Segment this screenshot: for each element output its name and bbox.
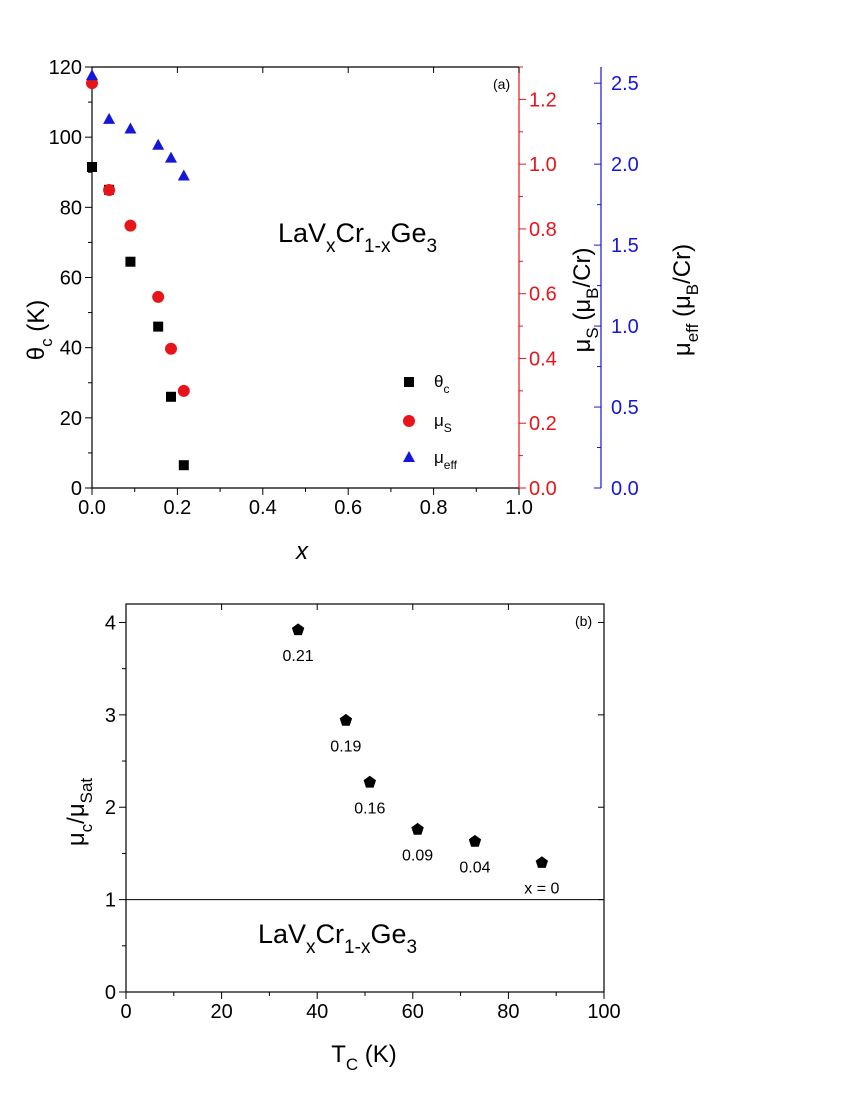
legend-label-mu-s: μS xyxy=(434,411,452,435)
panel-b-x-tick-label: 20 xyxy=(210,1001,232,1023)
data-point-pentagon xyxy=(363,775,376,788)
data-point-pentagon xyxy=(291,623,305,636)
panel-b-annotation: LaVxCr1-xGe3 xyxy=(258,919,417,958)
legend-label-mu-eff: μeff xyxy=(434,448,458,472)
data-label: x = 0 xyxy=(524,881,559,898)
panel-a-x-tick-label: 0.6 xyxy=(334,497,362,519)
data-point-mu-s xyxy=(152,290,165,303)
panel-b-y-tick-label: 3 xyxy=(105,705,116,727)
panel-a-x-tick-label: 0.8 xyxy=(420,497,448,519)
panel-a-x-tick-label: 1.0 xyxy=(505,497,533,519)
data-point-pentagon xyxy=(535,856,548,868)
panel-a-x-tick-label: 0.4 xyxy=(249,497,277,519)
panel-b-y-axis-label: μc/μSat xyxy=(63,778,96,847)
panel-a-left-tick-label: 60 xyxy=(60,268,82,290)
panel-a-legend: θc μS μeff xyxy=(403,372,458,472)
panel-a-left-tick-label: 100 xyxy=(49,127,82,149)
panel-a-right1-tick-label: 0.2 xyxy=(529,413,557,435)
panel-b-frame xyxy=(125,603,605,993)
data-point-theta-c xyxy=(87,161,97,172)
panel-b-y-tick-label: 0 xyxy=(105,982,116,1004)
legend-label-theta-c: θc xyxy=(434,372,449,396)
panel-a-annotation: LaVxCr1-xGe3 xyxy=(278,218,437,257)
panel-a-right1-tick-label: 0.6 xyxy=(529,284,557,306)
panel-a-right1-tick-label: 0.0 xyxy=(529,478,557,500)
panel-b-y-tick-label: 4 xyxy=(105,612,116,634)
legend-marker-mu-s xyxy=(403,415,415,427)
data-point-pentagon xyxy=(468,834,482,847)
panel-b-label: (b) xyxy=(575,613,592,629)
data-point-mu-s xyxy=(103,184,116,197)
data-point-mu-s xyxy=(164,342,177,355)
panel-a: 0.0 0.2 0.4 0.6 0.8 1.0 0 20 40 60 80 100 120 0.0 0.2 0… xyxy=(23,57,702,565)
panel-a-right1-tick-label: 1.2 xyxy=(529,89,557,111)
data-point-pentagon xyxy=(411,822,424,835)
panel-b-x-tick-label: 40 xyxy=(306,1001,328,1023)
panel-a-x-tick-label: 0.2 xyxy=(163,497,191,519)
data-point-mu-eff xyxy=(124,122,137,134)
data-point-mu-eff xyxy=(86,69,98,81)
panel-a-left-tick-label: 20 xyxy=(60,408,82,430)
data-label: 0.16 xyxy=(354,800,385,817)
panel-a-right1-tick-label: 0.8 xyxy=(529,219,557,241)
panel-a-x-axis-label: x xyxy=(295,538,309,565)
panel-a-left-axis-label: θc (K) xyxy=(23,300,56,361)
data-point-theta-c xyxy=(153,321,164,332)
panel-b: 0 20 40 60 80 100 0 1 2 3 4 0.21 0.19 0.16 0.09 0.04 x … xyxy=(63,603,621,1074)
panel-a-right2-tick-label: 1.5 xyxy=(611,235,639,257)
panel-a-right2-tick-label: 2.5 xyxy=(611,73,639,95)
panel-a-label: (a) xyxy=(493,76,510,92)
panel-b-marks: 0.21 0.19 0.16 0.09 0.04 x = 0 xyxy=(283,623,560,898)
data-point-mu-s xyxy=(124,219,137,232)
panel-a-right1-axis-label: μS (μB/Cr) xyxy=(569,248,602,353)
panel-a-right2-axis-label: μeff (μB/Cr) xyxy=(669,244,702,356)
panel-a-left-tick-label: 0 xyxy=(71,478,82,500)
data-point-theta-c xyxy=(178,460,189,471)
panel-b-x-tick-label: 60 xyxy=(402,1001,424,1023)
data-label: 0.09 xyxy=(402,847,433,864)
panel-a-right2-tick-label: 1.0 xyxy=(611,316,639,338)
data-point-mu-s xyxy=(86,77,98,90)
data-point-mu-eff xyxy=(164,151,177,163)
panel-a-x-tick-label: 0.0 xyxy=(78,497,106,519)
panel-a-right2-tick-label: 2.0 xyxy=(611,154,639,176)
panel-a-left-tick-label: 120 xyxy=(49,57,82,79)
panel-a-marks xyxy=(86,69,190,471)
panel-b-y-tick-label: 1 xyxy=(105,890,116,912)
panel-a-right1-tick-label: 0.4 xyxy=(529,348,557,370)
data-label: 0.04 xyxy=(459,859,490,876)
data-point-mu-eff xyxy=(103,112,116,124)
data-point-mu-eff xyxy=(152,138,165,150)
data-point-mu-s xyxy=(177,384,190,397)
data-point-pentagon xyxy=(339,713,353,726)
panel-a-right1-tick-label: 1.0 xyxy=(529,154,557,176)
panel-b-axes: 0 20 40 60 80 100 0 1 2 3 4 xyxy=(105,603,621,1023)
panel-a-left-tick-label: 40 xyxy=(60,338,82,360)
panel-b-x-tick-label: 100 xyxy=(587,1001,620,1023)
panel-b-x-tick-label: 0 xyxy=(120,1001,131,1023)
panel-a-left-tick-label: 80 xyxy=(60,197,82,219)
data-point-theta-c xyxy=(125,256,136,267)
panel-a-right2-tick-label: 0.0 xyxy=(611,478,639,500)
data-label: 0.19 xyxy=(330,738,361,755)
panel-b-y-tick-label: 2 xyxy=(105,797,116,819)
data-point-theta-c xyxy=(165,391,176,402)
data-point-mu-eff xyxy=(177,169,190,181)
legend-marker-theta-c xyxy=(404,377,414,387)
data-label: 0.21 xyxy=(283,648,314,665)
panel-b-x-tick-label: 80 xyxy=(497,1001,519,1023)
panel-a-axes: 0.0 0.2 0.4 0.6 0.8 1.0 0 20 40 60 80 100 120 0.0 0.2 0… xyxy=(49,57,639,519)
legend-marker-mu-eff xyxy=(403,451,415,462)
panel-a-right2-tick-label: 0.5 xyxy=(611,397,639,419)
panel-b-x-axis-label: TC (K) xyxy=(331,1041,397,1074)
